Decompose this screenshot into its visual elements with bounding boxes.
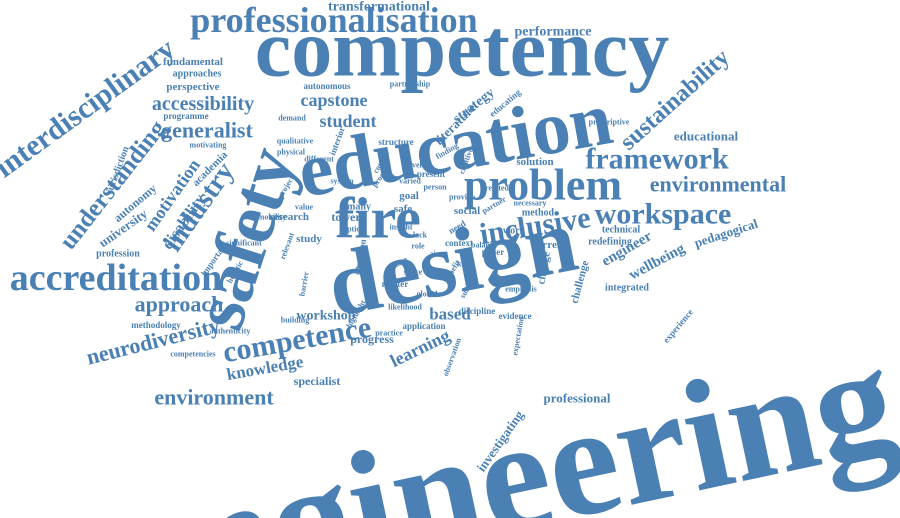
word-performance: performance: [515, 25, 592, 40]
word-prescriptive: prescriptive: [589, 118, 630, 127]
word-building: building: [281, 316, 309, 325]
word-present: present: [417, 169, 445, 179]
word-programme: programme: [163, 111, 208, 121]
word-profession: profession: [96, 249, 140, 260]
word-approach: approach: [135, 292, 224, 317]
word-professional: professional: [544, 391, 611, 406]
word-integrated: integrated: [605, 283, 649, 294]
word-current: current: [531, 239, 567, 251]
word-redefining: redefining: [588, 237, 632, 248]
word-provide: provide: [449, 193, 476, 202]
word-approaches: approaches: [173, 69, 222, 80]
word-mobility: mobility: [258, 213, 286, 222]
word-social: social: [454, 205, 480, 217]
word-specialist: specialist: [294, 374, 341, 388]
word-goal: goal: [399, 190, 419, 202]
word-perspective: perspective: [166, 81, 219, 93]
word-person: person: [423, 183, 447, 192]
word-method: method: [522, 208, 555, 219]
word-educational: educational: [674, 129, 739, 144]
word-expectation: expectation: [510, 315, 526, 356]
word-related: related: [485, 184, 509, 193]
word-barrier: barrier: [297, 271, 310, 298]
word-safe: safe: [394, 203, 412, 215]
word-work: work: [503, 226, 526, 237]
word-likelihood: likelihood: [388, 303, 422, 312]
word-partnership: partnership: [390, 80, 431, 89]
word-space: space: [404, 268, 423, 277]
word-evidence: evidence: [499, 311, 532, 321]
word-context: context: [445, 238, 473, 248]
word-application: application: [402, 321, 445, 331]
word-motivating: motivating: [190, 141, 227, 150]
word-global: global: [417, 290, 439, 299]
word-many: many: [347, 202, 371, 213]
word-methodology: methodology: [131, 320, 181, 330]
word-aim: aim: [430, 250, 443, 259]
word-insight: insight: [389, 223, 412, 232]
word-value: value: [295, 203, 314, 212]
word-competencies: competencies: [170, 350, 215, 359]
word-lack: lack: [413, 231, 428, 240]
word-discipline: discipline: [459, 306, 496, 316]
word-transformational: transformational: [328, 0, 430, 15]
word-emphasis: emphasis: [505, 285, 537, 294]
word-balance: balance: [471, 241, 498, 250]
word-student: student: [319, 111, 376, 131]
word-role: role: [411, 242, 425, 251]
word-master: master: [382, 279, 409, 289]
word-varied: varied: [399, 177, 421, 186]
word-significant: significant: [226, 239, 262, 248]
word-system: system: [330, 177, 353, 186]
word-qualitative: qualitative: [277, 137, 314, 146]
word-different: different: [304, 155, 334, 164]
word-environmental: environmental: [650, 172, 786, 197]
word-environment: environment: [154, 385, 274, 410]
word-necessary: necessary: [514, 199, 547, 208]
word-authenticity: authenticity: [210, 327, 251, 336]
word-level: level: [406, 161, 422, 170]
word-study: study: [296, 233, 322, 245]
word-physical: physical: [277, 148, 306, 157]
word-capstone: capstone: [301, 90, 368, 110]
word-demand: demand: [278, 114, 306, 123]
word-option: option: [343, 225, 365, 234]
word-autonomous: autonomous: [303, 81, 351, 91]
word-technical: technical: [602, 225, 641, 236]
word-structure: structure: [378, 137, 413, 147]
word-experience: experience: [661, 307, 695, 345]
word-generalist: generalist: [161, 118, 253, 143]
word-fundamental: fundamental: [163, 56, 223, 68]
word-solution: solution: [516, 156, 553, 168]
word-practice: practice: [375, 329, 403, 338]
